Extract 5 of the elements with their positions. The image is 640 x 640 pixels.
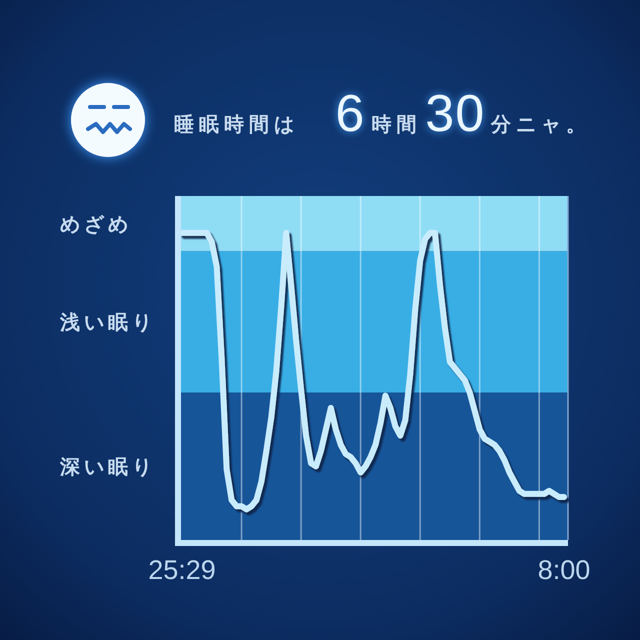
x-tick-label: 8:00	[538, 555, 590, 585]
band-label: 深い眠り	[59, 454, 156, 478]
band-label: 浅い眠り	[59, 310, 156, 334]
x-tick-label: 25:29	[148, 555, 216, 585]
band-label: めざめ	[60, 212, 132, 236]
